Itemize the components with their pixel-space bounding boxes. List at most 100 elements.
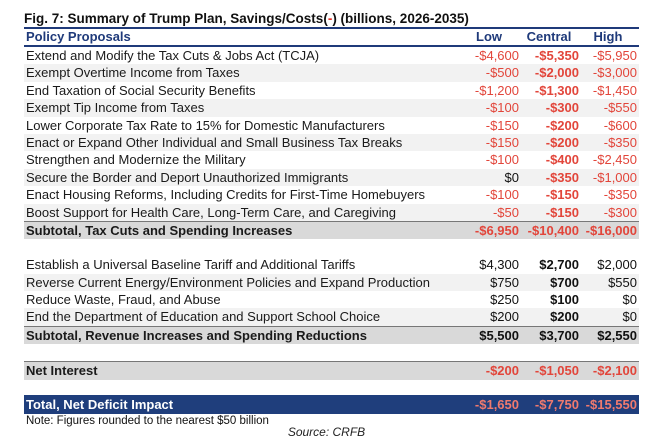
row-label: Reduce Waste, Fraud, and Abuse	[26, 292, 221, 308]
column-header-low: Low	[476, 29, 502, 44]
subtotal-label: Subtotal, Tax Cuts and Spending Increase…	[26, 222, 293, 238]
table-row: Boost Support for Health Care, Long-Term…	[24, 203, 639, 221]
row-central: -$1,300	[534, 82, 579, 98]
row-label: Enact or Expand Other Individual and Sma…	[26, 134, 403, 150]
table-row: Reverse Current Energy/Environment Polic…	[24, 273, 639, 292]
row-label: Boost Support for Health Care, Long-Term…	[26, 204, 396, 220]
title-neg: -	[327, 11, 333, 26]
row-low: $250	[490, 292, 519, 308]
row-label: Exempt Overtime Income from Taxes	[26, 65, 240, 81]
row-high: -$3,000	[592, 65, 637, 81]
row-low: -$100	[485, 152, 519, 168]
spacer	[24, 239, 639, 256]
table-row: Exempt Overtime Income from Taxes -$500 -$…	[24, 64, 639, 82]
row-low: -$500	[485, 65, 519, 81]
column-header-central: Central	[526, 29, 572, 44]
row-label: Enact Housing Reforms, Including Credits…	[26, 187, 426, 203]
spacer	[24, 380, 639, 395]
row-central: -$150	[545, 204, 579, 220]
section-tax-cuts: Extend and Modify the Tax Cuts & Jobs Ac…	[24, 47, 639, 221]
row-label: Reverse Current Energy/Environment Polic…	[26, 274, 430, 290]
row-central: -$150	[545, 187, 579, 203]
row-high: -$5,950	[592, 48, 637, 63]
row-high: -$550	[603, 100, 637, 116]
table-row: End the Department of Education and Supp…	[24, 308, 639, 326]
subtotal-high: $2,550	[597, 327, 637, 343]
subtotal-central: -$10,400	[527, 222, 579, 238]
title-end: ) (billions, 2026-2035)	[332, 11, 469, 26]
row-low: -$100	[485, 100, 519, 116]
row-low: -$1,200	[474, 82, 519, 98]
row-high: $0	[622, 292, 637, 308]
row-high: $2,000	[597, 257, 637, 273]
subtotal-row-tax-cuts: Subtotal, Tax Cuts and Spending Increase…	[24, 220, 639, 240]
table-row: Strengthen and Modernize the Military -$1…	[24, 151, 639, 168]
row-label: End Taxation of Social Security Benefits	[26, 82, 256, 98]
row-central: -$200	[545, 134, 579, 150]
total-high: -$15,550	[585, 396, 637, 412]
table-row: End Taxation of Social Security Benefits…	[24, 82, 639, 99]
subtotal-low: $5,500	[479, 327, 519, 343]
row-low: -$50	[492, 204, 519, 220]
row-central: -$350	[545, 169, 579, 185]
row-label: End the Department of Education and Supp…	[26, 309, 381, 325]
row-high: -$350	[603, 187, 637, 203]
footnote: Note: Figures rounded to the nearest $50…	[26, 414, 269, 427]
summary-table: Fig. 7: Summary of Trump Plan, Savings/C…	[24, 10, 639, 428]
column-header-policy: Policy Proposals	[26, 29, 131, 44]
table-row: Extend and Modify the Tax Cuts & Jobs Ac…	[24, 47, 639, 64]
row-high: -$1,000	[592, 169, 637, 185]
row-central: -$300	[545, 100, 579, 116]
net-interest-label: Net Interest	[26, 363, 98, 379]
row-low: -$100	[485, 187, 519, 203]
net-interest-high: -$2,100	[592, 363, 637, 379]
row-low: $0	[504, 169, 519, 185]
row-high: $550	[608, 274, 637, 290]
net-interest-row: Net Interest -$200 -$1,050 -$2,100	[24, 361, 639, 380]
net-interest-central: -$1,050	[534, 363, 579, 379]
subtotal-row-revenue: Subtotal, Revenue Increases and Spending…	[24, 325, 639, 345]
row-central: -$2,000	[534, 65, 579, 81]
subtotal-low: -$6,950	[474, 222, 519, 238]
row-low: $4,300	[479, 257, 519, 273]
column-header-high: High	[593, 29, 623, 44]
row-label: Extend and Modify the Tax Cuts & Jobs Ac…	[26, 48, 320, 63]
row-low: $750	[490, 274, 519, 290]
subtotal-high: -$16,000	[585, 222, 637, 238]
table-row: Secure the Border and Deport Unauthorize…	[24, 168, 639, 187]
table-row: Lower Corporate Tax Rate to 15% for Dome…	[24, 117, 639, 134]
total-row: Total, Net Deficit Impact -$1,650 -$7,75…	[24, 394, 639, 414]
row-central: -$200	[545, 117, 579, 133]
table-row: Enact Housing Reforms, Including Credits…	[24, 186, 639, 203]
row-label: Secure the Border and Deport Unauthorize…	[26, 169, 349, 185]
figure-title: Fig. 7: Summary of Trump Plan, Savings/C…	[24, 10, 639, 27]
total-low: -$1,650	[474, 396, 519, 412]
row-label: Strengthen and Modernize the Military	[26, 152, 246, 168]
row-low: $200	[490, 309, 519, 325]
section-revenue: Establish a Universal Baseline Tariff an…	[24, 256, 639, 326]
title-main: Fig. 7: Summary of Trump Plan, Savings/C…	[24, 11, 328, 26]
row-central: -$5,350	[534, 48, 579, 63]
source-caption: Source: CRFB	[287, 425, 366, 439]
row-central: $2,700	[539, 257, 579, 273]
row-low: -$4,600	[474, 48, 519, 63]
row-high: -$1,450	[592, 82, 637, 98]
net-interest-low: -$200	[485, 363, 519, 379]
row-high: $0	[622, 309, 637, 325]
row-low: -$150	[485, 134, 519, 150]
row-low: -$150	[485, 117, 519, 133]
row-high: -$350	[603, 134, 637, 150]
row-label: Exempt Tip Income from Taxes	[26, 100, 205, 116]
subtotal-central: $3,700	[539, 327, 579, 343]
table-row: Enact or Expand Other Individual and Sma…	[24, 133, 639, 152]
row-central: $700	[550, 274, 579, 290]
table-row: Exempt Tip Income from Taxes -$100 -$300 -$…	[24, 99, 639, 117]
row-high: -$300	[603, 204, 637, 220]
row-high: -$2,450	[592, 152, 637, 168]
spacer	[24, 344, 639, 361]
table-row: Reduce Waste, Fraud, and Abuse $250 $100 $0	[24, 291, 639, 308]
row-central: $100	[550, 292, 579, 308]
row-label: Establish a Universal Baseline Tariff an…	[26, 257, 356, 273]
total-label: Total, Net Deficit Impact	[26, 396, 174, 412]
row-high: -$600	[603, 117, 637, 133]
